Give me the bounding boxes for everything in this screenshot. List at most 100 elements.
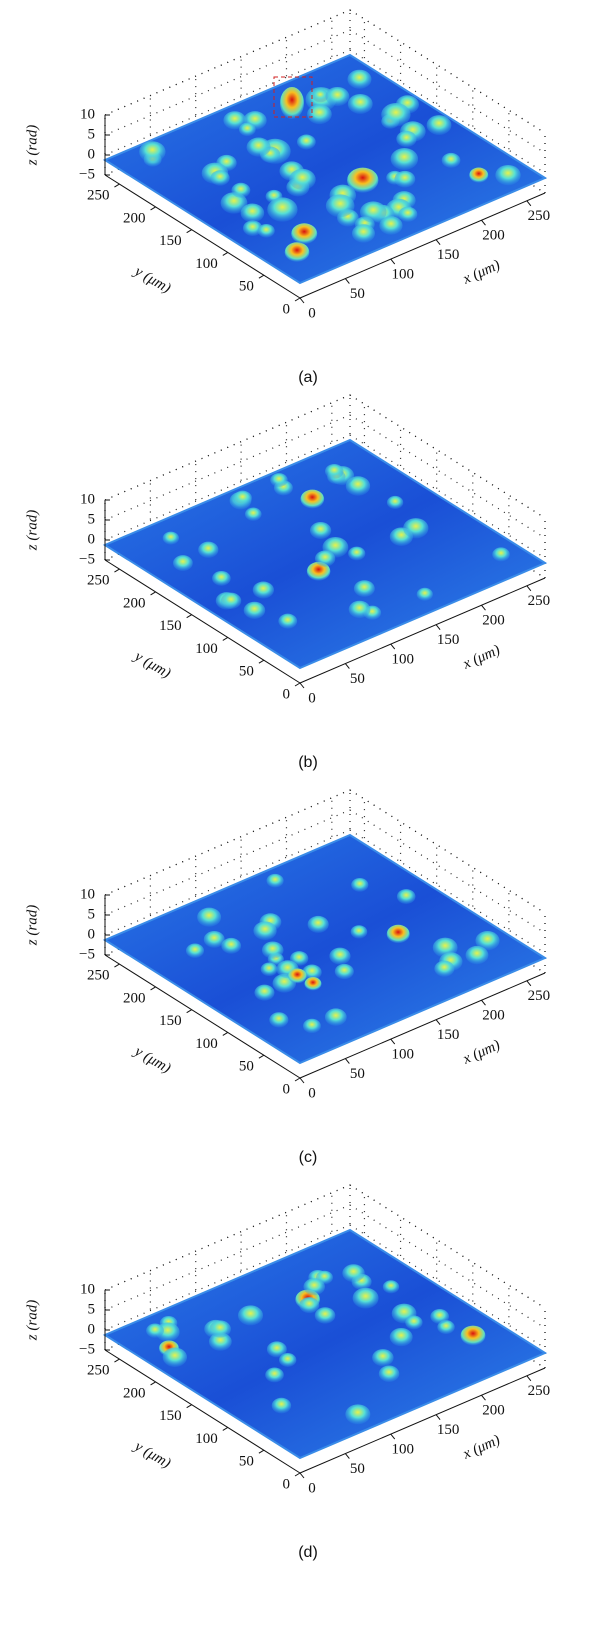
z-axis-label: z (rad) [24,905,40,946]
axis-line [104,1349,301,1474]
tick-mark [294,1472,301,1477]
peak [257,224,275,238]
peak [314,1307,336,1324]
x-tick-label: 0 [308,690,316,706]
grid-line [104,9,351,116]
y-tick-label: 150 [159,1013,182,1029]
y-tick-label: 200 [123,1385,146,1401]
peak [289,168,316,190]
peak [139,141,166,163]
grid-line [104,789,351,896]
peak [434,960,455,977]
x-axis-label: x (μm) [460,257,503,288]
grid-line [104,29,351,136]
z-tick-label: 10 [80,491,95,507]
peak [296,134,316,150]
peak [347,167,379,193]
peak [203,931,225,948]
z-tick-label: −5 [79,1341,95,1357]
peak [469,167,489,183]
peak [291,223,318,245]
grid-line [104,394,351,501]
peak [342,1264,365,1283]
peak [303,1278,325,1296]
tick-mark [390,1038,396,1045]
z-tick-label: 5 [88,126,96,142]
x-tick-label: 250 [528,1383,551,1399]
grid-line [104,49,351,156]
y-tick-label: 250 [87,188,110,204]
y-tick-label: 200 [123,210,146,226]
peak [146,1323,164,1338]
y-tick-label: 50 [239,1454,254,1470]
x-tick-label: 0 [308,1085,316,1101]
tick-mark [186,1009,192,1014]
y-tick-label: 150 [159,618,182,634]
peak [350,925,368,939]
tick-mark [258,1449,265,1454]
peak [390,148,419,170]
x-tick-label: 100 [391,652,414,668]
peak [284,242,310,262]
peak [465,945,489,965]
z-tick-label: −5 [79,551,95,567]
x-tick-label: 200 [482,613,505,629]
peak [197,907,222,927]
peak [265,1367,284,1383]
peak [223,111,247,130]
tick-mark [390,1433,396,1440]
peak [267,197,298,222]
peak [351,224,376,243]
z-tick-label: 5 [88,511,96,527]
y-axis-label: y (μm) [130,1043,173,1077]
y-tick-label: 0 [283,1476,291,1492]
x-tick-label: 50 [350,1066,365,1082]
peak [347,93,373,114]
peak [242,220,263,236]
surface [102,1228,548,1460]
x-tick-label: 200 [482,1008,505,1024]
peak [269,1012,289,1028]
peak [244,507,262,521]
y-tick-label: 50 [239,1059,254,1075]
tick-mark [222,1032,229,1036]
z-tick-label: 10 [80,1281,95,1297]
tick-mark [186,614,192,619]
panel: 0 50 100 150 200 250 0 50 100 150 200 250 −5 0 5 10 x (μ… [24,1184,551,1561]
peak [348,546,366,561]
tick-mark [481,604,486,611]
tick-mark [222,637,229,641]
peak [372,1349,394,1367]
peak [394,170,416,188]
peak [221,937,242,954]
tick-mark [435,1414,441,1420]
z-tick-label: 5 [88,906,96,922]
peak [246,137,271,157]
y-tick-label: 200 [123,595,146,611]
peak [238,122,256,137]
x-tick-label: 250 [528,593,551,609]
tick-mark [294,682,301,687]
peak [325,86,350,107]
y-axis-label: y (μm) [130,1438,173,1472]
peak [345,1404,371,1425]
axis-line [299,1367,546,1474]
tick-mark [481,999,486,1006]
peak [398,206,418,222]
peak [386,924,410,944]
y-axis-label: y (μm) [130,263,173,297]
x-tick-label: 200 [482,1403,505,1419]
y-tick-label: 250 [87,1363,110,1379]
peak [303,1018,321,1034]
peak [314,550,336,567]
peak [278,613,298,629]
peak [266,873,284,888]
peak [441,152,461,168]
peak [329,947,351,965]
axis-line [299,972,546,1079]
peak [348,600,371,619]
peak [271,1397,292,1414]
peak [280,87,304,120]
peak [172,555,193,571]
